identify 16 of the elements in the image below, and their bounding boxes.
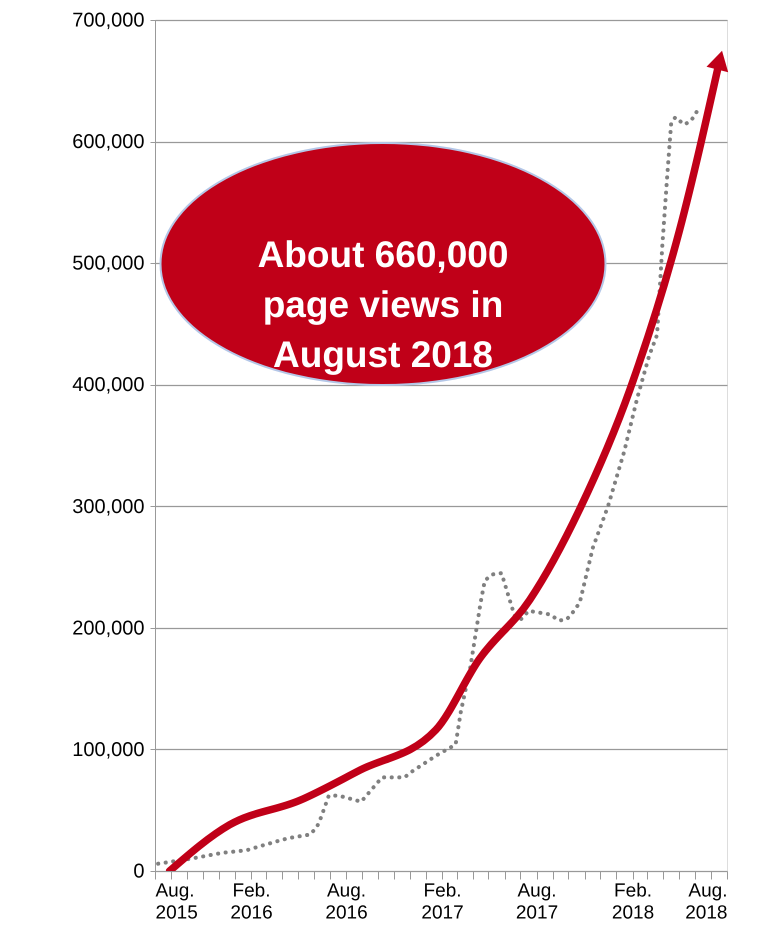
y-tick-label: 500,000 [72,252,144,275]
y-tick-label: 200,000 [72,617,144,640]
y-tick-label: 300,000 [72,496,144,518]
x-tick-label: Feb. 2018 [612,880,654,924]
x-tick-label: Aug. 2015 [156,880,198,924]
x-tick-label: Aug. 2018 [685,880,728,924]
annotation: About 660,000 page views in August 2018 [258,234,508,375]
x-tick-label: Aug. 2017 [516,880,558,924]
y-tick-label: 0 [133,860,144,882]
x-tick-label: Feb. 2016 [230,880,273,924]
x-tick-label: Aug. 2016 [325,880,368,924]
y-tick-label: 400,000 [72,374,144,396]
y-tick-label: 600,000 [72,131,144,154]
y-tick-label: 100,000 [72,738,144,761]
y-tick-label: 700,000 [72,10,144,32]
x-tick-label: Feb. 2017 [421,880,464,924]
